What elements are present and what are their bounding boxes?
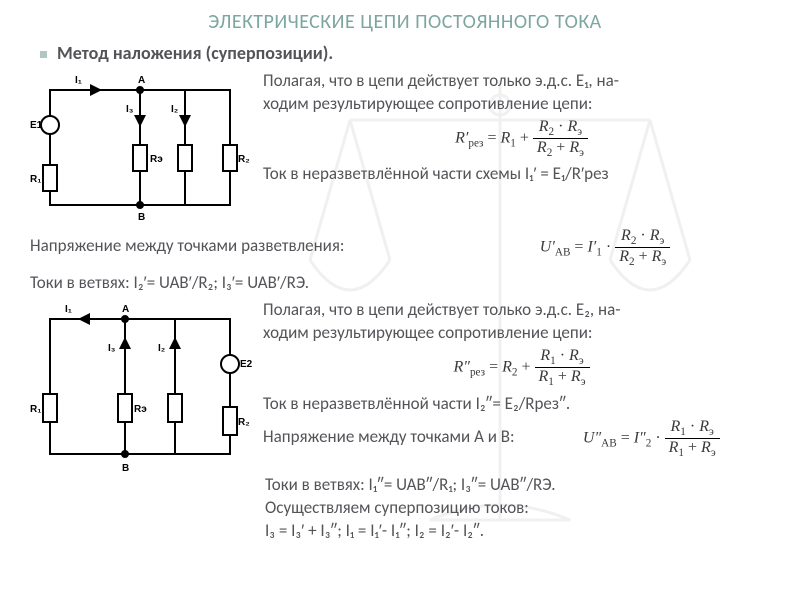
c1-R2: R₂ [238, 154, 250, 165]
circuit-diagram-2: I₁ A I₃ I₂ E2 R₁ Rэ R₂ B [30, 299, 255, 474]
subtitle-text: Метод наложения (суперпозиции). [57, 42, 333, 64]
p1a: Полагая, что в цепи действует только э.д… [263, 70, 780, 93]
c1-I3: I₃ [126, 104, 134, 115]
c1-I1: I₁ [75, 75, 82, 86]
block1-text: Полагая, что в цепи действует только э.д… [255, 70, 780, 225]
slide-content: ЭЛЕКТРИЧЕСКИЕ ЦЕПИ ПОСТОЯННОГО ТОКА Мето… [0, 0, 800, 553]
c1-R0: Rэ [150, 154, 163, 165]
c1-I2: I₂ [171, 104, 178, 115]
p8: Токи в ветвях: I₁″= UAB″/R₁; I₃″= UAB″/R… [265, 474, 780, 497]
p9: Осуществляем суперпозицию токов: [265, 497, 780, 520]
block1: I₁ A I₃ I₂ E1 R₁ Rэ R₂ B Полагая, что в … [30, 70, 780, 225]
c1-E1: E1 [30, 120, 43, 131]
formula-3: R″рез = R2 + R1 · RэR1 + Rэ [263, 345, 780, 392]
midrow: Напряжение между точками разветвления: U… [30, 225, 780, 272]
p2: Ток в неразветвлённой части схемы I₁′ = … [263, 163, 780, 186]
c2-R1: R₁ [30, 404, 41, 415]
formula-4: U″AB = I″2 · R1 · RэR1 + Rэ [515, 416, 780, 463]
p5b: ходим результирующее сопротивление цепи: [263, 322, 780, 345]
c1-A: A [138, 75, 145, 86]
c2-E2: E2 [240, 359, 253, 370]
bullet-icon [40, 51, 47, 58]
c2-I3: I₃ [108, 343, 116, 354]
p4: Токи в ветвях: I₂′= UAB′/R₂; I₃′= UAB′/R… [30, 272, 780, 295]
subtitle: Метод наложения (суперпозиции). [40, 42, 780, 64]
c2-R0: Rэ [134, 404, 147, 415]
c1-R1: R₁ [30, 174, 41, 185]
c2-R2: R₂ [238, 417, 250, 428]
p6: Ток в неразветвлённой части I₂″= E₂/Rрез… [263, 393, 780, 416]
p3: Напряжение между точками разветвления: [30, 235, 430, 258]
block2: I₁ A I₃ I₂ E2 R₁ Rэ R₂ B Полагая, что в … [30, 299, 780, 474]
p1b: ходим результирующее сопротивление цепи: [263, 93, 780, 116]
formula-1: R′рез = R1 + R2 · RэR2 + Rэ [263, 116, 780, 163]
c2-B: B [122, 463, 129, 474]
page-title: ЭЛЕКТРИЧЕСКИЕ ЦЕПИ ПОСТОЯННОГО ТОКА [30, 10, 780, 34]
c1-B: B [138, 212, 145, 223]
block2-text: Полагая, что в цепи действует только э.д… [255, 299, 780, 474]
p5a: Полагая, что в цепи действует только э.д… [263, 299, 780, 322]
formula-2: U′AB = I′1 · R2 · RэR2 + Rэ [430, 225, 780, 272]
p10: I₃ = I₃′ + I₃″; I₁ = I₁′- I₁″; I₂ = I₂′-… [265, 520, 780, 543]
p7: Напряжение между точками А и В: [263, 426, 515, 449]
circuit-diagram-1: I₁ A I₃ I₂ E1 R₁ Rэ R₂ B [30, 70, 255, 225]
c2-I1: I₁ [65, 304, 72, 315]
c2-A: A [122, 304, 129, 315]
c2-I2: I₂ [158, 343, 165, 354]
